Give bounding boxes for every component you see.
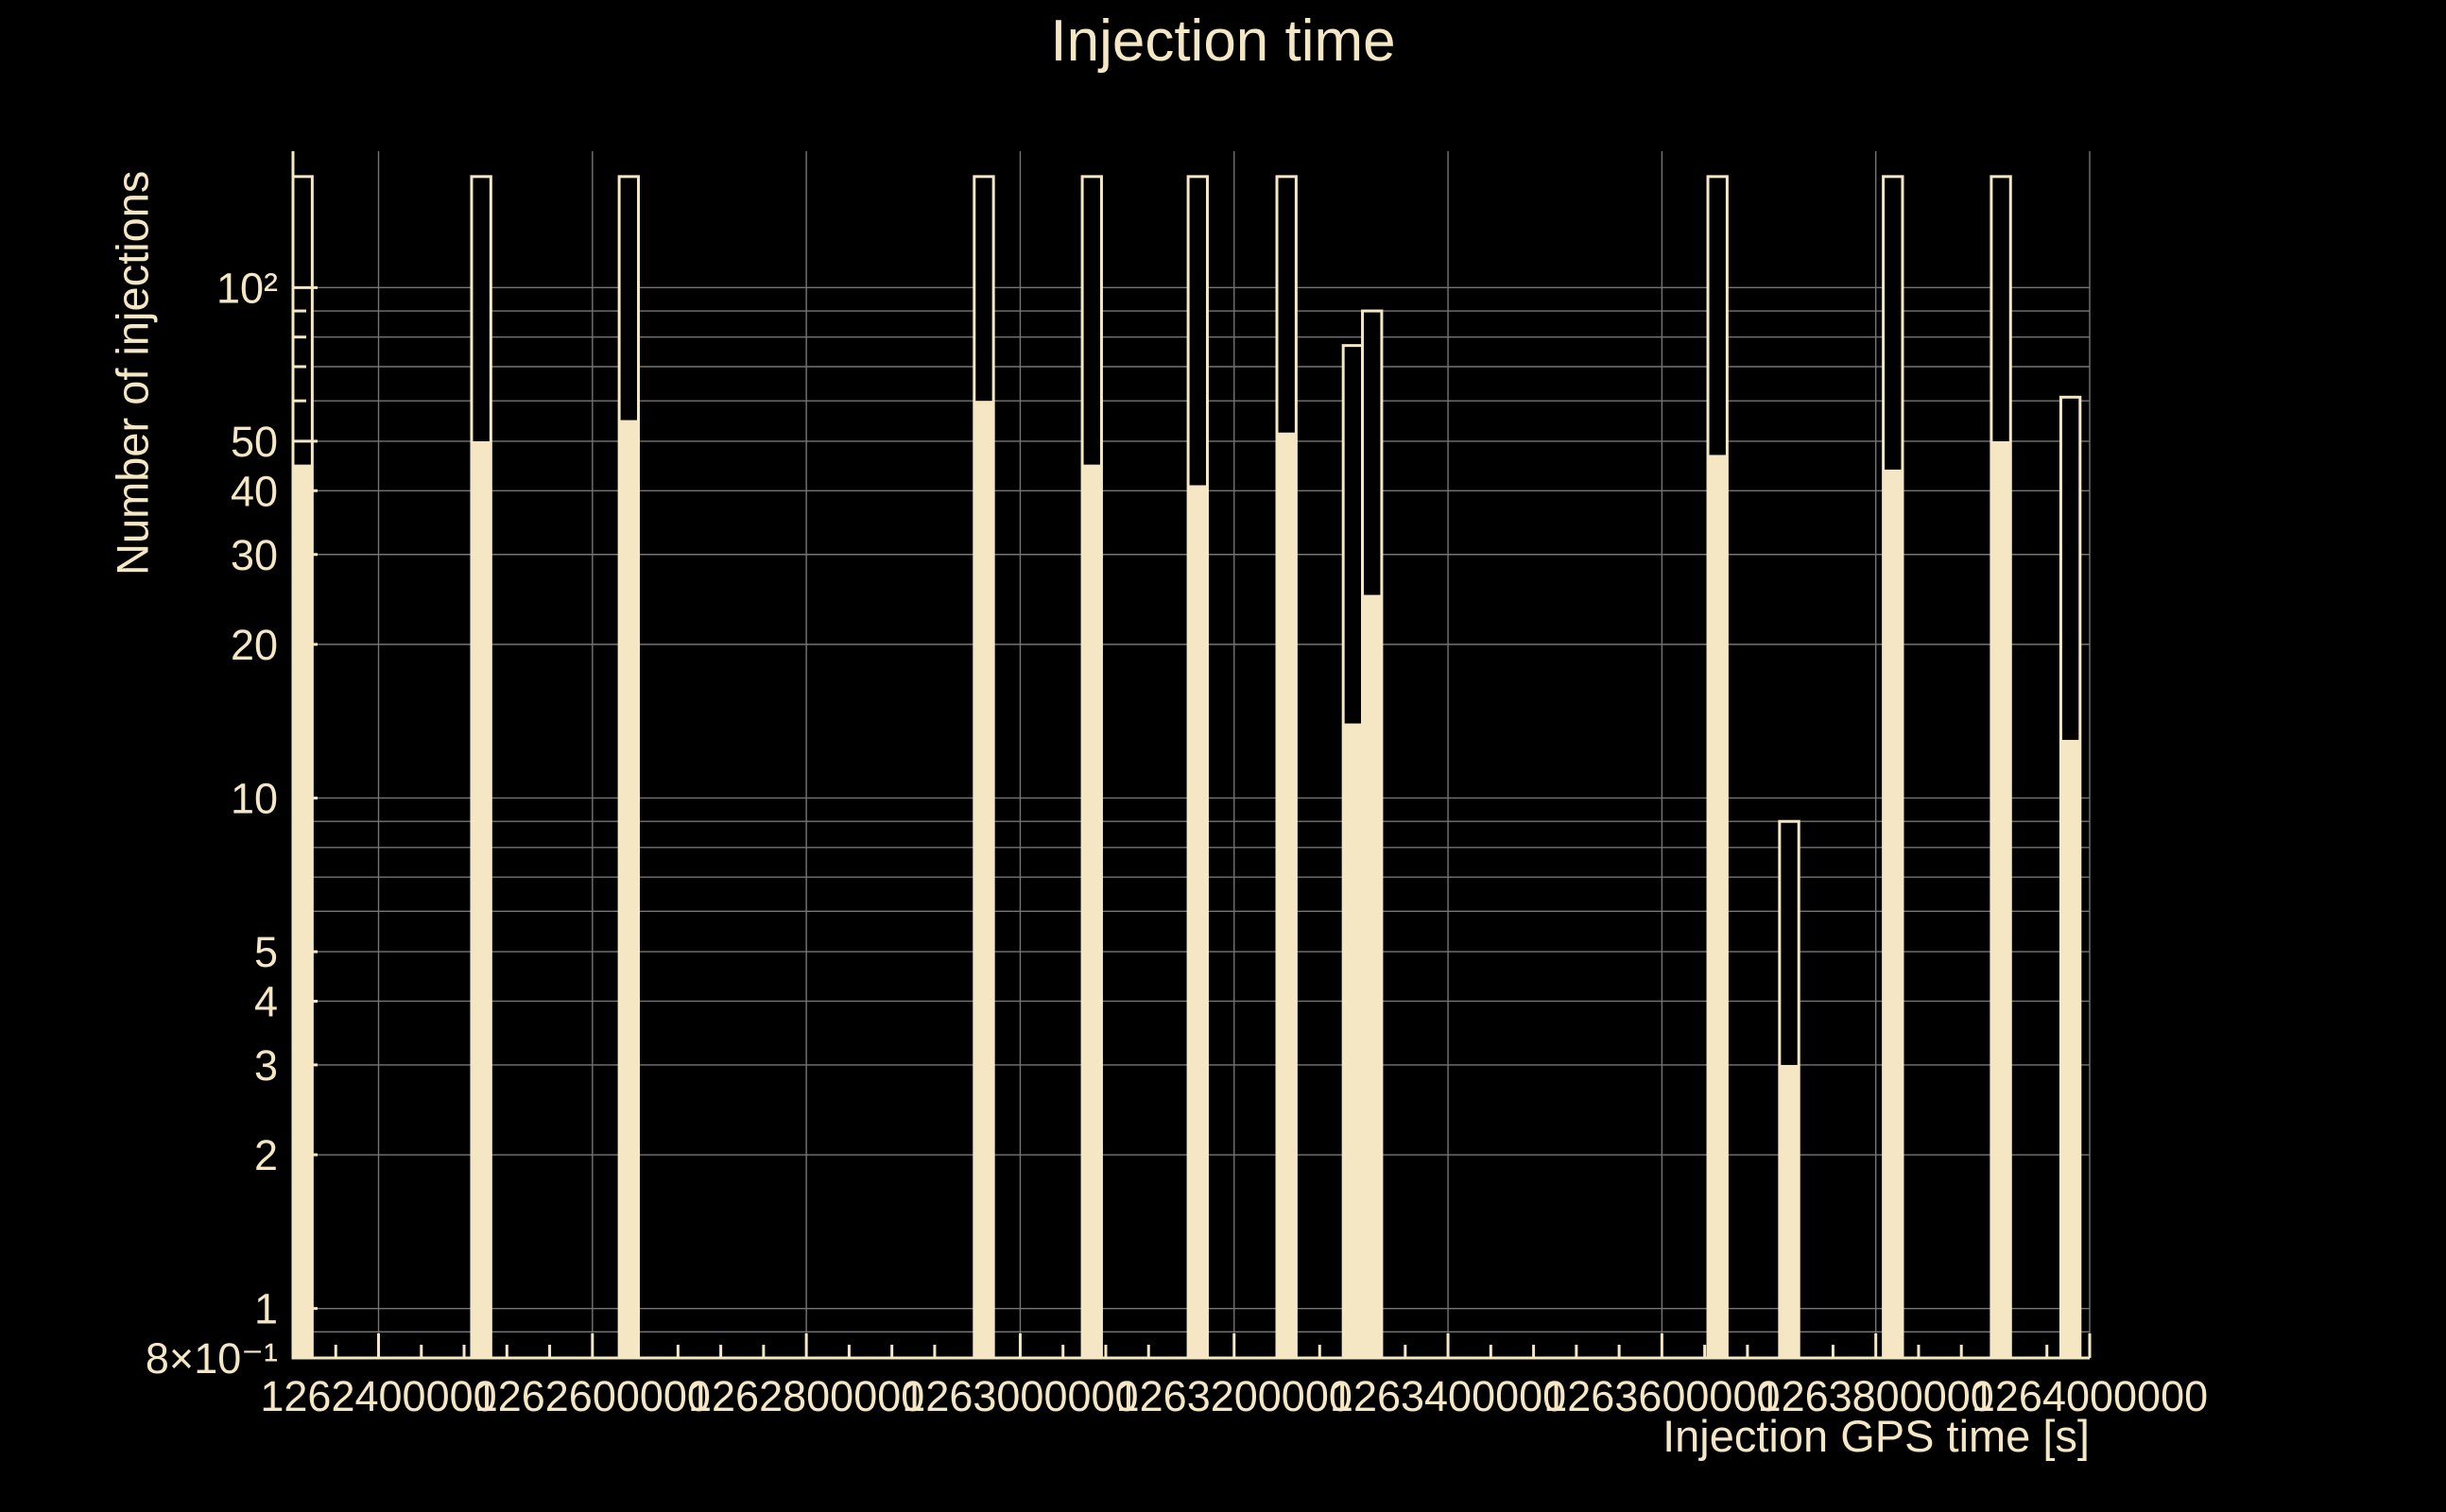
x-tick-label: 1262600000: [474, 1372, 711, 1420]
histogram-bar-filled: [1990, 440, 2011, 1358]
histogram-bar-filled: [1082, 464, 1102, 1359]
x-tick-label: 1264000000: [1972, 1372, 2208, 1420]
x-tick-label: 1263200000: [1116, 1372, 1352, 1420]
y-tick-label: 40: [231, 467, 278, 515]
chart-title: Injection time: [1050, 9, 1396, 74]
y-tick-label: 30: [231, 531, 278, 579]
histogram-bar-filled: [471, 440, 491, 1358]
y-tick-label: 10: [231, 774, 278, 822]
x-tick-label: 1262800000: [688, 1372, 924, 1420]
y-tick-label: 8×10⁻¹: [146, 1334, 278, 1383]
y-tick-label: 10²: [216, 264, 278, 312]
y-tick-label: 2: [254, 1131, 278, 1179]
histogram-bar-filled: [1277, 432, 1297, 1358]
histogram-bar-filled: [1883, 469, 1903, 1358]
x-tick-label: 1263400000: [1330, 1372, 1566, 1420]
x-axis-title: Injection GPS time [s]: [1662, 1411, 2090, 1461]
y-tick-label: 20: [231, 621, 278, 669]
histogram-bar-filled: [1188, 485, 1208, 1358]
histogram-bar-filled: [1708, 455, 1728, 1358]
x-tick-label: 1263800000: [1758, 1372, 1994, 1420]
histogram-bar-filled: [1779, 1064, 1800, 1358]
y-tick-label: 5: [254, 928, 278, 976]
histogram-bar-filled: [2060, 739, 2080, 1358]
x-tick-label: 1263600000: [1543, 1372, 1780, 1420]
y-tick-label: 50: [231, 418, 278, 466]
histogram-bar-filled: [619, 420, 639, 1359]
y-tick-label: 4: [254, 977, 278, 1025]
histogram-bar-filled: [1343, 723, 1363, 1358]
histogram-bar-filled: [1362, 594, 1382, 1358]
y-tick-label: 1: [254, 1285, 278, 1333]
x-tick-label: 1262400000: [260, 1372, 496, 1420]
histogram-bar-filled: [973, 401, 994, 1358]
x-tick-label: 1263000000: [902, 1372, 1138, 1420]
y-tick-label: 3: [254, 1041, 278, 1090]
